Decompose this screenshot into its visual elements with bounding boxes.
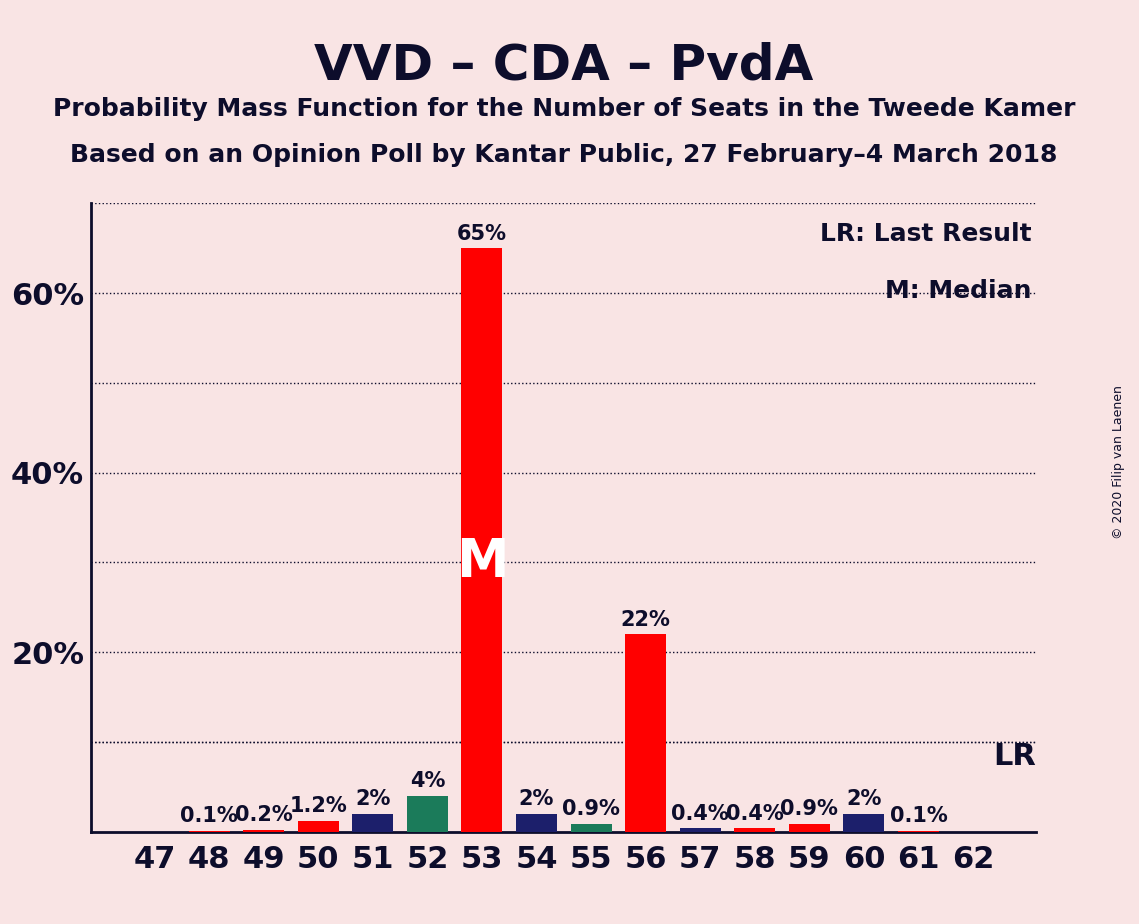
Bar [680, 828, 721, 832]
Bar [735, 828, 776, 832]
Bar [516, 814, 557, 832]
Bar [461, 249, 502, 832]
Text: M: M [456, 536, 508, 589]
Text: 0.9%: 0.9% [563, 799, 620, 819]
Text: 22%: 22% [621, 610, 671, 629]
Text: 65%: 65% [457, 224, 507, 244]
Text: M: Median: M: Median [885, 279, 1032, 303]
Text: 2%: 2% [355, 789, 391, 809]
Text: Probability Mass Function for the Number of Seats in the Tweede Kamer: Probability Mass Function for the Number… [52, 97, 1075, 121]
Bar [844, 814, 884, 832]
Bar [244, 830, 284, 832]
Text: 0.9%: 0.9% [780, 799, 838, 819]
Bar [352, 814, 393, 832]
Text: © 2020 Filip van Laenen: © 2020 Filip van Laenen [1112, 385, 1125, 539]
Text: 2%: 2% [519, 789, 555, 809]
Text: LR: Last Result: LR: Last Result [820, 222, 1032, 246]
Bar [789, 823, 830, 832]
Text: Based on an Opinion Poll by Kantar Public, 27 February–4 March 2018: Based on an Opinion Poll by Kantar Publi… [71, 143, 1057, 167]
Text: 1.2%: 1.2% [289, 796, 347, 816]
Text: 0.2%: 0.2% [235, 806, 293, 825]
Text: 2%: 2% [846, 789, 882, 809]
Text: 0.1%: 0.1% [180, 807, 238, 826]
Text: 0.4%: 0.4% [726, 804, 784, 823]
Bar [297, 821, 338, 832]
Bar [571, 823, 612, 832]
Bar [407, 796, 448, 832]
Text: 0.4%: 0.4% [671, 804, 729, 823]
Text: 4%: 4% [410, 772, 445, 791]
Text: 0.1%: 0.1% [890, 807, 948, 826]
Text: LR: LR [993, 742, 1036, 771]
Text: VVD – CDA – PvdA: VVD – CDA – PvdA [314, 42, 813, 90]
Bar [625, 634, 666, 832]
